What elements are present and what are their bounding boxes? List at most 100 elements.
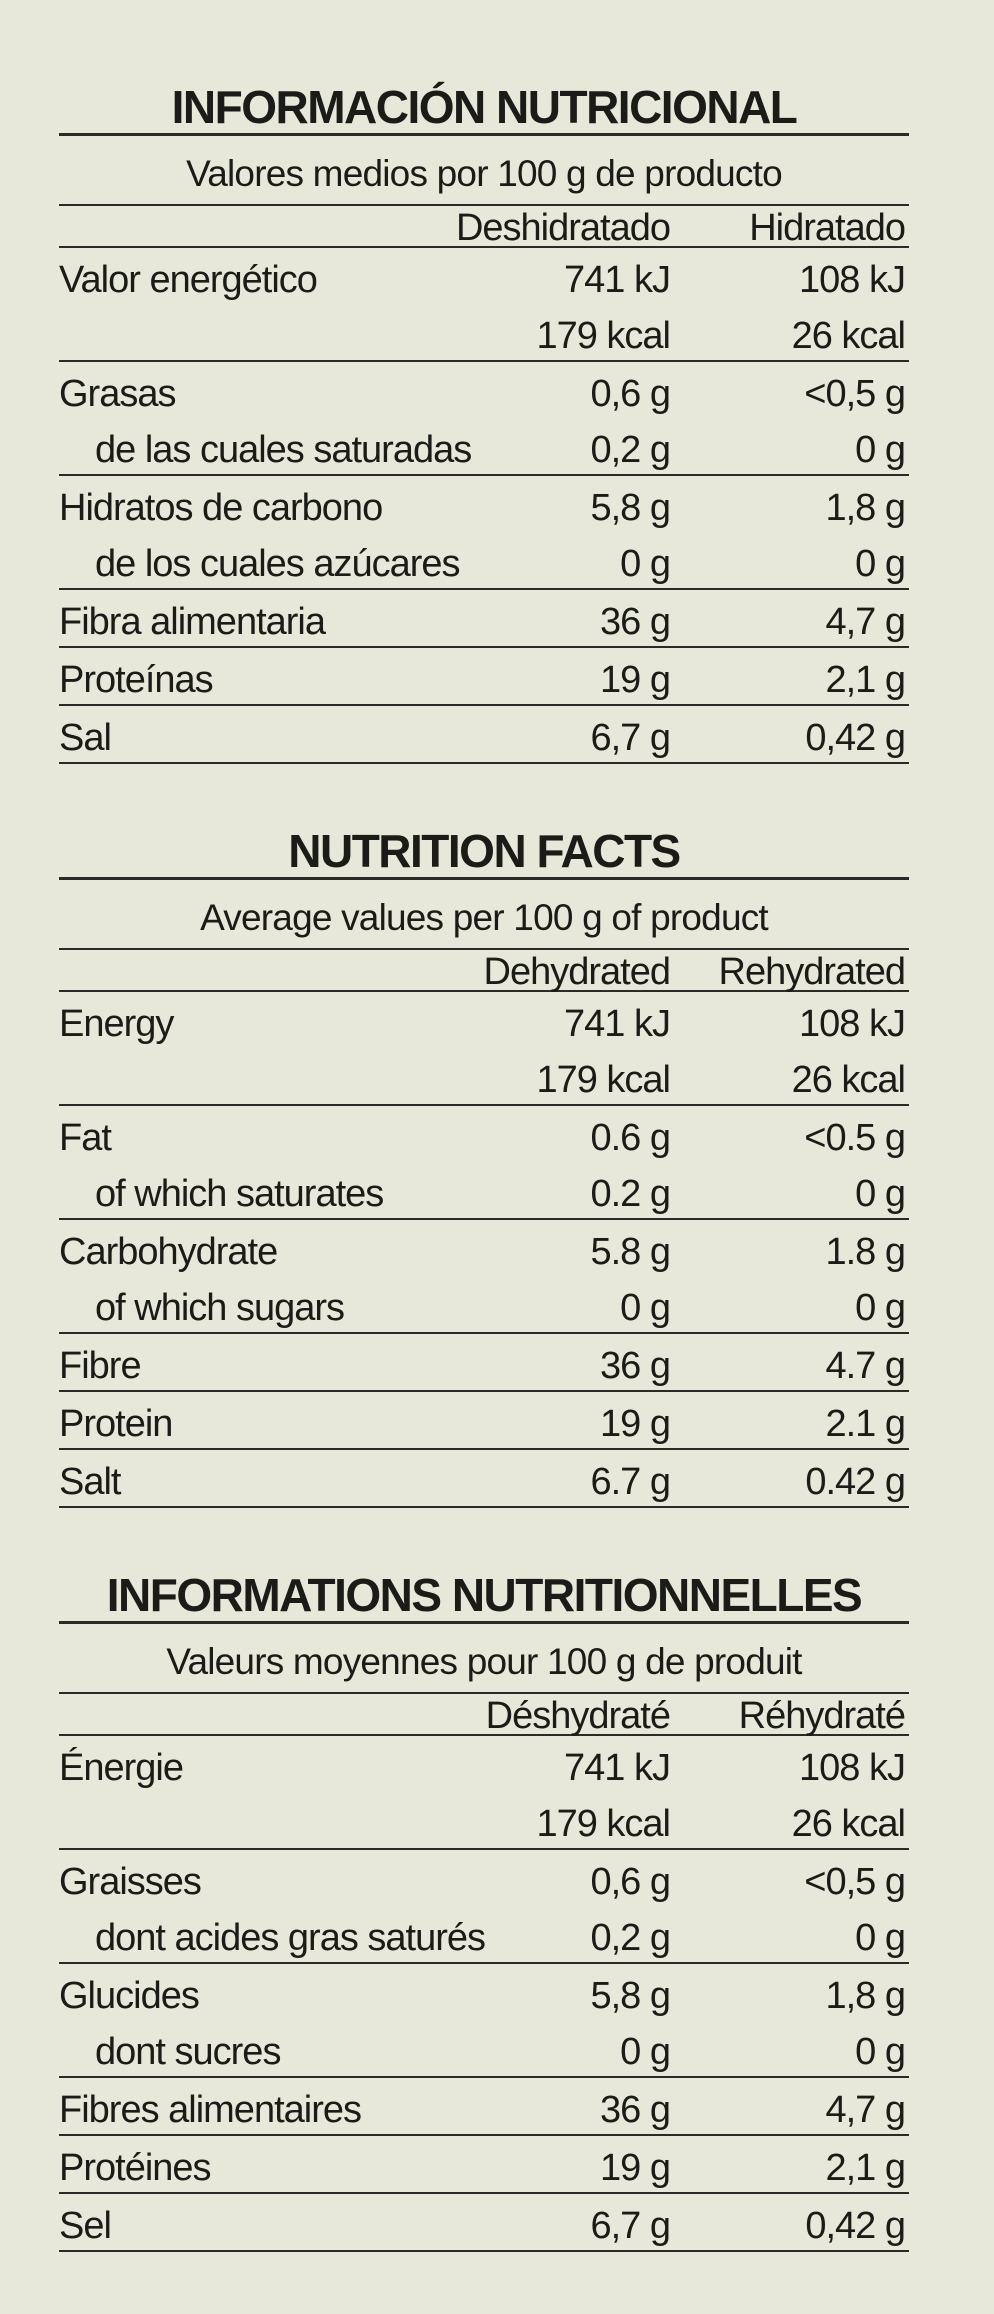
nutrient-group: Glucides 5,8 g 1,8 g dont sucres 0 g 0 g — [59, 1964, 909, 2078]
nutrient-value: 0 g — [620, 1287, 671, 1329]
nutrient-row: Fibra alimentaria 36 g 4,7 g — [59, 590, 909, 646]
label-spacer — [59, 1048, 520, 1104]
column-header-row: Déshydraté Réhydraté — [59, 1694, 909, 1737]
nutrient-row: Protein 19 g 2.1 g — [59, 1392, 909, 1448]
nutrient-group: Hidratos de carbono 5,8 g 1,8 g de los cual… — [59, 476, 909, 590]
nutrient-value: 0.42 g — [805, 1461, 906, 1503]
nutrient-group: Fat 0.6 g <0.5 g of which saturates 0.2 g 0 g — [59, 1106, 909, 1220]
nutrient-value: 6,7 g — [590, 2205, 671, 2247]
nutrient-value: 0,6 g — [590, 1861, 671, 1903]
nutrient-row: dont acides gras saturés 0,2 g 0 g — [59, 1906, 909, 1962]
column-header-row: Deshidratado Hidratado — [59, 206, 909, 249]
nutrient-label: Hidratos de carbono — [59, 487, 383, 529]
column-header: Dehydrated — [483, 951, 671, 993]
nutrient-value: 4.7 g — [825, 1345, 906, 1387]
nutrient-value: 36 g — [600, 2089, 671, 2131]
nutrient-value: 179 kcal — [536, 1059, 671, 1101]
nutrient-value: 1.8 g — [825, 1231, 906, 1273]
nutrient-row: Energy 741 kJ 108 kJ — [59, 992, 909, 1048]
nutrient-row: 179 kcal 26 kcal — [59, 1048, 909, 1104]
nutrient-label: Grasas — [59, 373, 176, 415]
nutrient-row: Sel 6,7 g 0,42 g — [59, 2194, 909, 2250]
nutrient-label: Fat — [59, 1117, 112, 1159]
nutrient-row: Salt 6.7 g 0.42 g — [59, 1450, 909, 1506]
nutrient-value: 1,8 g — [825, 1975, 906, 2017]
nutrient-value: 0,42 g — [805, 717, 906, 759]
nutrient-value: <0,5 g — [804, 1861, 906, 1903]
nutrient-row: de las cuales saturadas 0,2 g 0 g — [59, 418, 909, 474]
nutrient-label: Protéines — [59, 2147, 212, 2189]
section-subtitle: Average values per 100 g of product — [59, 880, 909, 950]
nutrient-group: Énergie 741 kJ 108 kJ 179 kcal 26 kcal — [59, 1736, 909, 1850]
nutrient-value: 36 g — [600, 1345, 671, 1387]
nutrient-row: Fibres alimentaires 36 g 4,7 g — [59, 2078, 909, 2134]
nutrient-label: Glucides — [59, 1975, 200, 2017]
nutrient-label: dont acides gras saturés — [95, 1917, 486, 1959]
nutrient-row: Fat 0.6 g <0.5 g — [59, 1106, 909, 1162]
label-spacer — [59, 304, 520, 360]
nutrient-value: 4,7 g — [825, 601, 906, 643]
nutrient-group: Sal 6,7 g 0,42 g — [59, 706, 909, 764]
nutrient-group: Carbohydrate 5.8 g 1.8 g of which sugars 0 g… — [59, 1220, 909, 1334]
nutrient-label: Protein — [59, 1403, 173, 1445]
nutrient-row: Grasas 0,6 g <0,5 g — [59, 362, 909, 418]
column-header: Déshydraté — [485, 1695, 671, 1737]
column-header: Réhydraté — [738, 1695, 906, 1737]
nutrient-label: Fibre — [59, 1345, 142, 1387]
nutrient-group: Energy 741 kJ 108 kJ 179 kcal 26 kcal — [59, 992, 909, 1106]
nutrient-value: 5,8 g — [590, 487, 671, 529]
nutrient-value: 1,8 g — [825, 487, 906, 529]
column-header: Hidratado — [749, 207, 906, 249]
nutrient-value: 0,42 g — [805, 2205, 906, 2247]
header-spacer — [59, 950, 520, 990]
nutrient-group: Valor energético 741 kJ 108 kJ 179 kcal 26 k… — [59, 248, 909, 362]
nutrient-row: de los cuales azúcares 0 g 0 g — [59, 532, 909, 588]
nutrient-value: 108 kJ — [799, 1003, 906, 1045]
nutrient-value: 2.1 g — [825, 1403, 906, 1445]
nutrition-section: INFORMACIÓN NUTRICIONAL Valores medios po… — [59, 82, 909, 764]
section-title: INFORMATIONS NUTRITIONNELLES — [59, 1570, 909, 1624]
nutrient-row: 179 kcal 26 kcal — [59, 1792, 909, 1848]
nutrient-row: Énergie 741 kJ 108 kJ — [59, 1736, 909, 1792]
section-subtitle: Valores medios por 100 g de producto — [59, 136, 909, 206]
nutrient-value: 0,6 g — [590, 373, 671, 415]
nutrient-group: Graisses 0,6 g <0,5 g dont acides gras satu… — [59, 1850, 909, 1964]
nutrient-value: 19 g — [600, 1403, 671, 1445]
nutrient-label: Fibres alimentaires — [59, 2089, 362, 2131]
nutrient-value: 0,2 g — [590, 1917, 671, 1959]
nutrient-label: dont sucres — [95, 2031, 281, 2073]
nutrient-row: Sal 6,7 g 0,42 g — [59, 706, 909, 762]
nutrient-label: Énergie — [59, 1747, 184, 1789]
nutrient-value: 0,2 g — [590, 429, 671, 471]
nutrient-value: 0 g — [855, 543, 906, 585]
nutrient-row: Proteínas 19 g 2,1 g — [59, 648, 909, 704]
nutrient-value: 26 kcal — [791, 315, 906, 357]
nutrient-row: of which sugars 0 g 0 g — [59, 1276, 909, 1332]
nutrient-value: 0.2 g — [590, 1173, 671, 1215]
nutrient-row: Glucides 5,8 g 1,8 g — [59, 1964, 909, 2020]
nutrient-label: Energy — [59, 1003, 174, 1045]
nutrient-group: Fibre 36 g 4.7 g — [59, 1334, 909, 1392]
nutrient-value: 0 g — [855, 1287, 906, 1329]
nutrient-value: 2,1 g — [825, 659, 906, 701]
nutrient-label: Proteínas — [59, 659, 214, 701]
nutrient-label: Salt — [59, 1461, 121, 1503]
nutrient-row: Hidratos de carbono 5,8 g 1,8 g — [59, 476, 909, 532]
nutrient-value: 0 g — [620, 2031, 671, 2073]
nutrient-label: Sel — [59, 2205, 112, 2247]
nutrition-document: INFORMACIÓN NUTRICIONAL Valores medios po… — [59, 82, 909, 2314]
nutrient-value: 2,1 g — [825, 2147, 906, 2189]
nutrient-value: 5.8 g — [590, 1231, 671, 1273]
nutrient-value: 0 g — [855, 1173, 906, 1215]
nutrient-group: Protein 19 g 2.1 g — [59, 1392, 909, 1450]
nutrient-value: 4,7 g — [825, 2089, 906, 2131]
nutrient-group: Protéines 19 g 2,1 g — [59, 2136, 909, 2194]
nutrient-value: 6,7 g — [590, 717, 671, 759]
header-spacer — [59, 1694, 520, 1734]
nutrient-value: 19 g — [600, 659, 671, 701]
nutrient-label: Carbohydrate — [59, 1231, 278, 1273]
nutrient-value: <0,5 g — [804, 373, 906, 415]
nutrient-row: Fibre 36 g 4.7 g — [59, 1334, 909, 1390]
nutrient-value: 0 g — [855, 1917, 906, 1959]
